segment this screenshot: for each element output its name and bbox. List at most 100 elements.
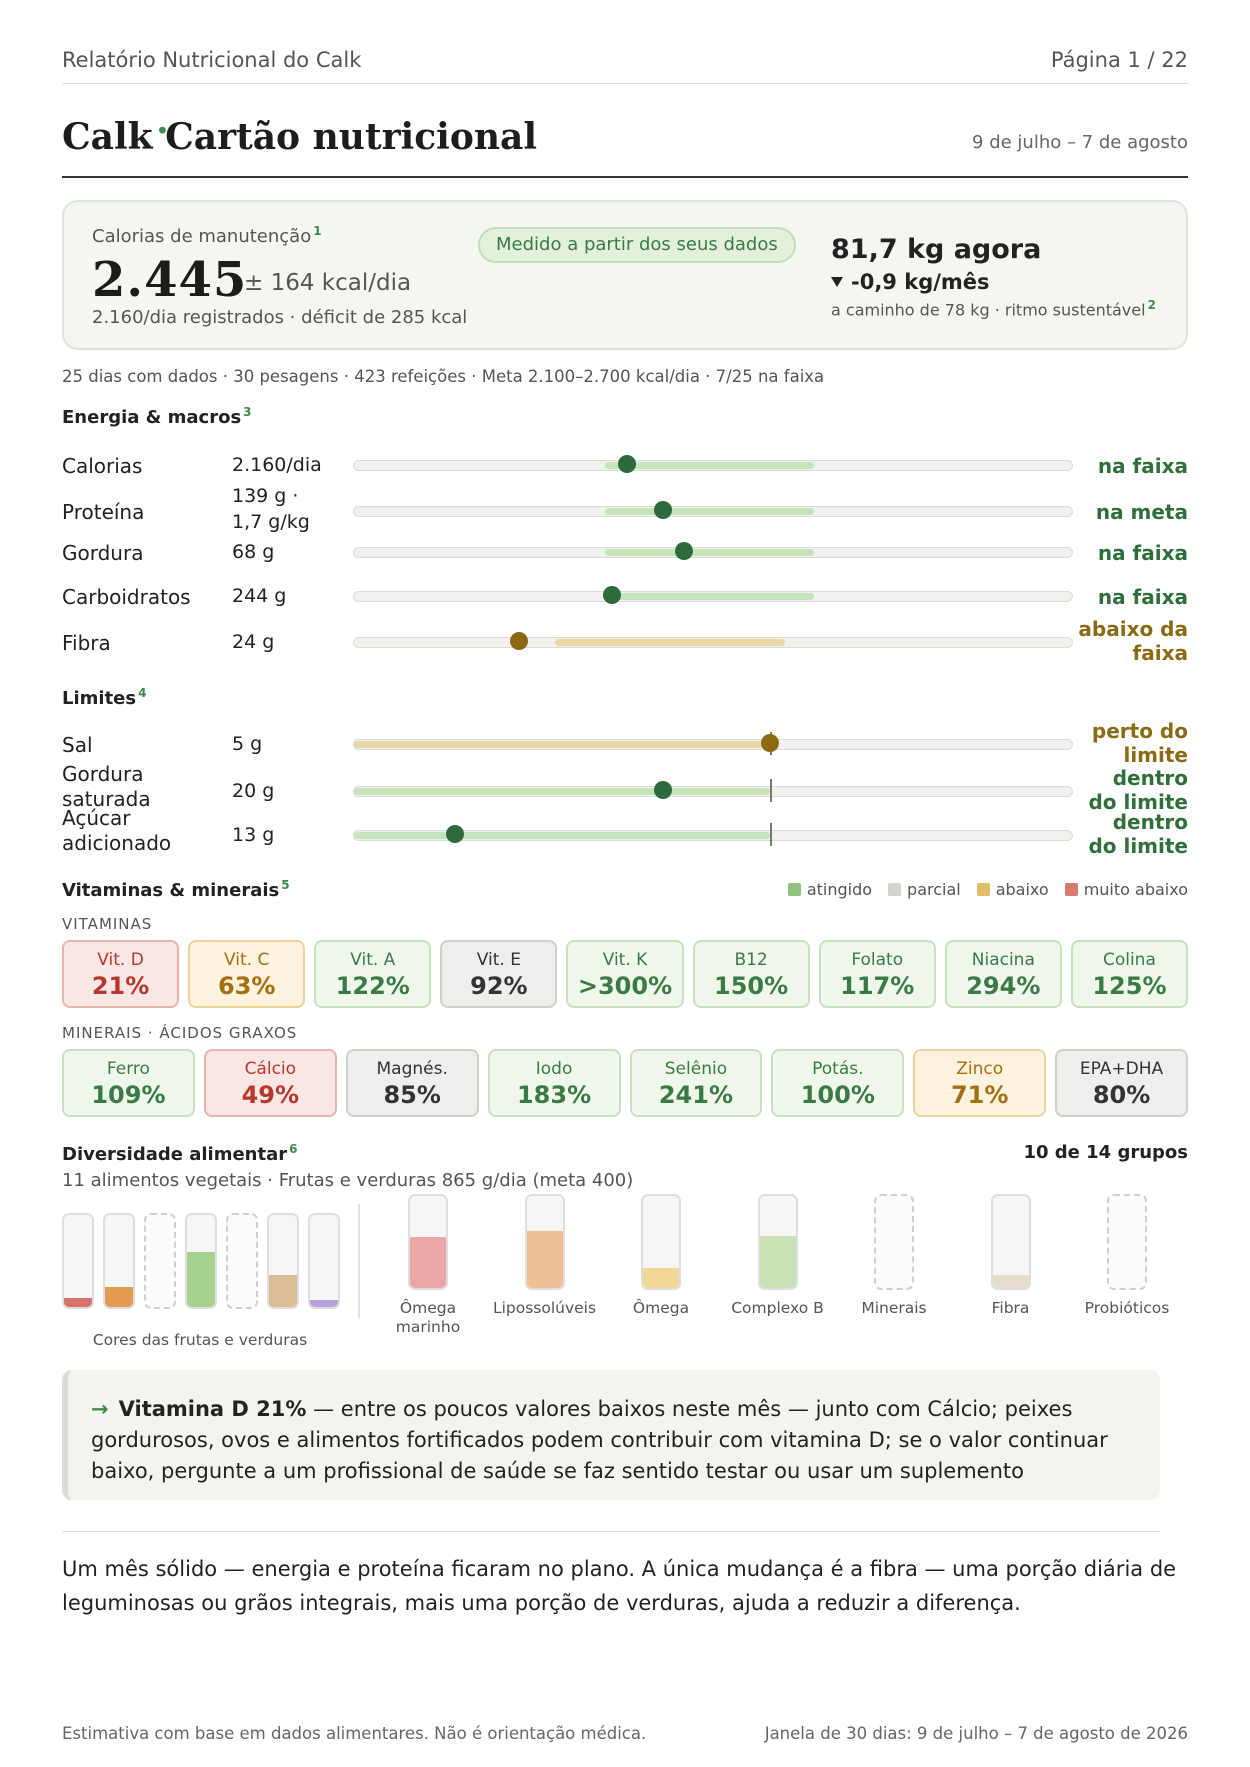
mineral-tile: Cálcio 49% xyxy=(203,1049,337,1117)
tile-value: 117% xyxy=(840,972,915,1000)
page-title: Calk · Cartão nutricional xyxy=(62,110,538,158)
vitamins-label: VITAMINAS xyxy=(62,915,153,933)
callout-text: → Vitamina D 21% — entre os poucos valore… xyxy=(91,1394,1141,1487)
macro-label: Carboidratos xyxy=(62,585,191,609)
tube-fill xyxy=(64,1297,92,1307)
vitamin-tile: Vit. A 122% xyxy=(314,940,432,1008)
measured-badge: Medido a partir dos seus dados xyxy=(478,227,796,263)
tile-name: Colina xyxy=(1102,950,1156,970)
weight-trend: -0,9 kg/mês xyxy=(831,270,990,294)
macro-status: na faixa xyxy=(1097,454,1188,478)
macro-target-band xyxy=(605,593,814,600)
limit-marker xyxy=(653,781,672,799)
down-triangle-icon xyxy=(831,277,843,287)
vitamin-tile: Vit. E 92% xyxy=(440,940,558,1008)
limit-status: dentro do limite xyxy=(1088,810,1188,858)
macro-bar xyxy=(353,542,1073,560)
macro-label: Fibra xyxy=(62,631,111,655)
tile-value: 294% xyxy=(966,972,1041,1000)
diversity-sub: 11 alimentos vegetais · Frutas e verdura… xyxy=(62,1170,634,1191)
macro-marker xyxy=(617,455,636,473)
limit-bar xyxy=(353,732,1073,755)
tile-name: Iodo xyxy=(535,1059,573,1079)
color-tube xyxy=(185,1213,217,1309)
vitamin-tile: Vit. D 21% xyxy=(62,940,180,1008)
weight-path: a caminho de 78 kg · ritmo sustentável 2 xyxy=(831,298,1156,320)
tile-name: Potás. xyxy=(812,1059,864,1079)
limit-label: Gordura saturada xyxy=(62,762,151,811)
color-tube xyxy=(62,1213,94,1309)
tile-name: Niacina xyxy=(971,950,1035,970)
date-range: 9 de julho – 7 de agosto xyxy=(972,132,1188,153)
legend-item: abaixo xyxy=(976,880,1049,899)
macro-value: 244 g xyxy=(232,585,287,607)
energy-section-title: Energia & macros 3 xyxy=(62,405,252,428)
legend-label: atingido xyxy=(806,880,873,899)
tube-fill xyxy=(269,1274,297,1307)
group-tube xyxy=(757,1194,798,1290)
tube-fill xyxy=(526,1230,563,1288)
callout-bold: Vitamina D 21% xyxy=(118,1397,307,1421)
tile-name: Ferro xyxy=(106,1059,150,1079)
limit-marker xyxy=(761,734,780,752)
maintenance-label: Calorias de manutenção 1 xyxy=(92,224,322,247)
report-title: Relatório Nutricional do Calk xyxy=(62,48,362,72)
limit-tick xyxy=(770,823,773,846)
limit-status: dentro do limite xyxy=(1088,766,1188,814)
footnote-ref: 1 xyxy=(313,224,322,238)
macro-bar xyxy=(353,501,1073,519)
color-tube xyxy=(103,1213,135,1309)
limit-label: Sal xyxy=(62,733,93,757)
legend-label: muito abaixo xyxy=(1083,880,1188,899)
tile-value: 183% xyxy=(516,1081,592,1109)
mineral-tile: Potás. 100% xyxy=(771,1049,905,1117)
tile-value: 92% xyxy=(470,972,528,1000)
maintenance-value: 2.445 xyxy=(92,252,248,308)
color-tube xyxy=(267,1213,299,1309)
group-label: Minerais xyxy=(861,1299,927,1317)
group-label: Ômega xyxy=(632,1299,690,1317)
group-tube xyxy=(874,1194,914,1290)
legend-item: atingido xyxy=(787,880,873,899)
color-tube xyxy=(308,1213,340,1309)
tile-name: Vit. A xyxy=(350,950,396,970)
macro-label: Calorias xyxy=(62,454,143,478)
legend-swatch xyxy=(787,883,801,896)
tube-fill xyxy=(187,1251,215,1307)
card-name: Cartão nutricional xyxy=(165,116,538,158)
macro-value: 2.160/dia xyxy=(232,454,322,476)
tile-name: Vit. D xyxy=(97,950,144,970)
mineral-tile: Ferro 109% xyxy=(62,1049,195,1117)
limit-bar xyxy=(353,823,1073,846)
tube-fill xyxy=(643,1267,679,1288)
tile-value: 241% xyxy=(658,1081,734,1109)
tile-name: Cálcio xyxy=(244,1059,297,1079)
macro-bar xyxy=(353,455,1073,473)
tile-name: Folato xyxy=(851,950,904,970)
limit-status: perto do limite xyxy=(1091,719,1188,767)
tile-value: 85% xyxy=(383,1081,441,1109)
group-tube xyxy=(1107,1194,1147,1290)
tile-value: 100% xyxy=(800,1081,875,1109)
macro-status: na faixa xyxy=(1097,585,1188,609)
tile-value: 109% xyxy=(91,1081,166,1109)
limit-value: 13 g xyxy=(232,824,275,846)
callout-body: — entre os poucos valores baixos neste m… xyxy=(91,1397,1108,1483)
colors-label: Cores das frutas e verduras xyxy=(92,1331,308,1349)
footer-disclaimer: Estimativa com base em dados alimentares… xyxy=(62,1724,647,1743)
vitamin-tile: Vit. K >300% xyxy=(566,940,684,1008)
mineral-tile: Zinco 71% xyxy=(913,1049,1047,1117)
color-tube xyxy=(226,1213,258,1309)
legend-swatch xyxy=(888,883,902,896)
tile-name: Magnés. xyxy=(376,1059,448,1079)
tile-name: EPA+DHA xyxy=(1079,1059,1164,1079)
title-divider xyxy=(62,176,1188,178)
tile-value: >300% xyxy=(577,972,673,1000)
maintenance-sub: 2.160/dia registrados · déficit de 285 k… xyxy=(92,307,468,328)
legend-swatch xyxy=(1064,883,1078,896)
group-label: Ômega marinho xyxy=(395,1299,461,1336)
macro-label: Gordura xyxy=(62,541,144,565)
macro-status: abaixo da faixa xyxy=(1078,617,1188,665)
tube-fill xyxy=(105,1286,133,1307)
vitamin-tile: Vit. C 63% xyxy=(188,940,306,1008)
